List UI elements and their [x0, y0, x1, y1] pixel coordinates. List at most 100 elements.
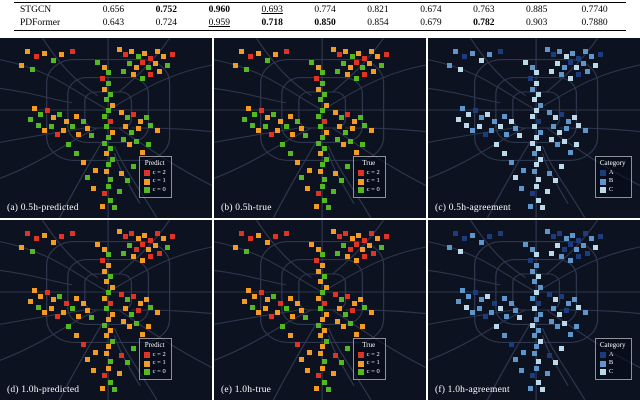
map-cell — [57, 293, 63, 299]
map-cell — [538, 338, 544, 344]
map-cell — [148, 72, 154, 78]
map-cell — [269, 313, 275, 319]
metrics-table-body: STGCN 0.656 0.752 0.960 0.693 0.774 0.821 0.674… — [14, 3, 626, 31]
map-cell — [80, 342, 86, 348]
map-cell — [125, 178, 131, 184]
map-cell — [108, 301, 114, 306]
map-cell — [546, 110, 552, 115]
map-cell — [576, 56, 582, 61]
map-cell — [531, 351, 537, 357]
map-cell — [76, 131, 82, 137]
map-cell — [557, 48, 563, 54]
map-cell — [74, 113, 80, 119]
map-cell — [529, 65, 535, 70]
map-cell — [320, 344, 325, 350]
map-cell — [44, 108, 50, 114]
map-cell — [108, 358, 114, 364]
map-cell — [360, 247, 366, 252]
map-cell — [512, 308, 518, 314]
map-cell — [527, 257, 533, 263]
map-cell — [576, 122, 582, 128]
map-cell — [80, 160, 86, 166]
map-cell — [42, 310, 48, 315]
map-cell — [529, 113, 535, 119]
map-cell — [548, 319, 554, 324]
map-cell — [368, 128, 374, 133]
map-cell — [360, 324, 366, 330]
map-cell — [303, 133, 309, 139]
map-cell — [252, 293, 258, 299]
map-cell — [76, 313, 82, 319]
map-cell — [116, 229, 122, 234]
map-cell — [531, 306, 537, 312]
map-cell — [135, 308, 141, 314]
map-cell — [341, 142, 347, 148]
map-cell — [534, 252, 539, 258]
map-cell — [502, 113, 508, 119]
map-cell — [459, 288, 465, 294]
map-cell — [48, 306, 54, 312]
map-cell — [362, 122, 368, 128]
table-cell: 0.885 — [526, 4, 548, 15]
map-cell — [103, 151, 109, 157]
map-cell — [322, 146, 328, 151]
map-cell — [341, 61, 347, 67]
map-cell — [459, 106, 465, 112]
map-cell — [161, 236, 167, 242]
legend-predict: Predict c = 2 c = 1 c = 0 — [138, 337, 172, 381]
legend-label: c = 0 — [152, 185, 166, 193]
map-cell — [324, 102, 330, 108]
map-cell — [322, 274, 328, 279]
map-cell — [534, 162, 539, 168]
map-cell — [559, 254, 565, 260]
map-cell — [294, 342, 300, 348]
map-cell — [19, 63, 25, 69]
map-cell — [447, 63, 453, 69]
legend-predict: Predict c = 2 c = 1 c = 0 — [138, 155, 172, 199]
map-cell — [131, 293, 137, 299]
map-cell — [356, 50, 362, 56]
map-cell — [485, 111, 491, 117]
map-cell — [50, 115, 56, 121]
map-cell — [478, 115, 484, 121]
map-cell — [559, 293, 565, 299]
map-cell — [320, 365, 325, 371]
map-cell — [472, 108, 478, 114]
map-cell — [144, 115, 150, 121]
map-cell — [139, 75, 145, 81]
map-cell — [529, 247, 535, 252]
map-cell — [330, 371, 336, 377]
map-cell — [519, 185, 525, 191]
map-cell — [358, 297, 364, 303]
map-points-layer — [428, 220, 640, 400]
map-cell — [521, 167, 527, 173]
map-cell — [89, 133, 95, 139]
map-cell — [298, 174, 304, 180]
map-cell — [561, 320, 567, 326]
map-cell — [512, 126, 518, 132]
map-cell — [332, 353, 338, 359]
map-cell — [42, 50, 48, 56]
map-cell — [349, 236, 355, 242]
map-cell — [74, 151, 80, 157]
map-cell — [118, 353, 124, 359]
legend-label: c = 0 — [366, 367, 380, 375]
map-cell — [288, 295, 294, 301]
map-cell — [108, 176, 114, 182]
map-cell — [487, 52, 493, 58]
legend-item: c = 2 — [143, 351, 166, 359]
map-cell — [353, 149, 359, 155]
map-cell — [582, 310, 588, 315]
legend-label: A — [608, 168, 614, 176]
legend-label: c = 1 — [366, 177, 380, 185]
map-cell — [447, 245, 453, 251]
map-cell — [307, 349, 313, 355]
map-cell — [103, 97, 109, 103]
map-cell — [65, 142, 71, 148]
map-cell — [69, 230, 75, 236]
map-cell — [264, 239, 270, 245]
map-cell — [383, 52, 389, 58]
map-cell — [165, 63, 171, 69]
map-cell — [567, 257, 573, 263]
map-cell — [320, 183, 325, 189]
